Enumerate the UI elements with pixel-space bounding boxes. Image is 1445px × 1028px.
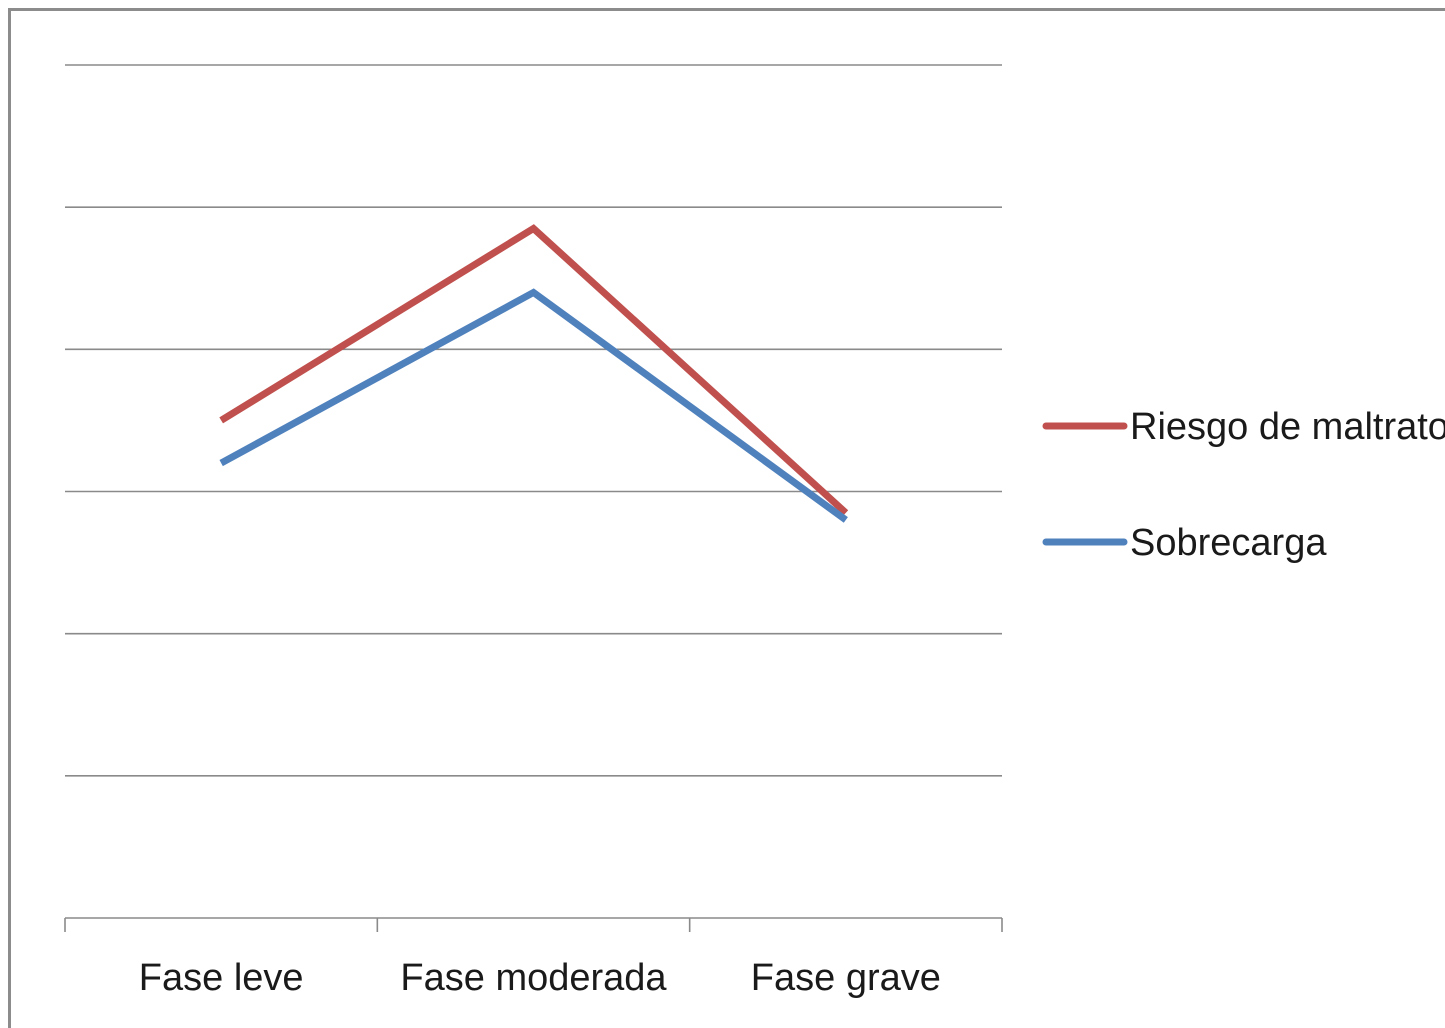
series-line-2 <box>221 292 846 519</box>
legend: Riesgo de maltrato Sobrecarga <box>1046 406 1445 564</box>
category-labels: Fase leve Fase moderada Fase grave <box>139 957 941 999</box>
series-lines <box>221 228 846 520</box>
x-tick-label: Fase leve <box>139 957 304 999</box>
series-line-1 <box>221 228 846 512</box>
x-axis <box>65 918 1002 932</box>
gridlines <box>65 65 1002 776</box>
x-tick-label: Fase moderada <box>400 957 667 999</box>
legend-label: Sobrecarga <box>1130 522 1327 564</box>
legend-label: Riesgo de maltrato <box>1130 406 1445 448</box>
x-tick-label: Fase grave <box>751 957 941 999</box>
